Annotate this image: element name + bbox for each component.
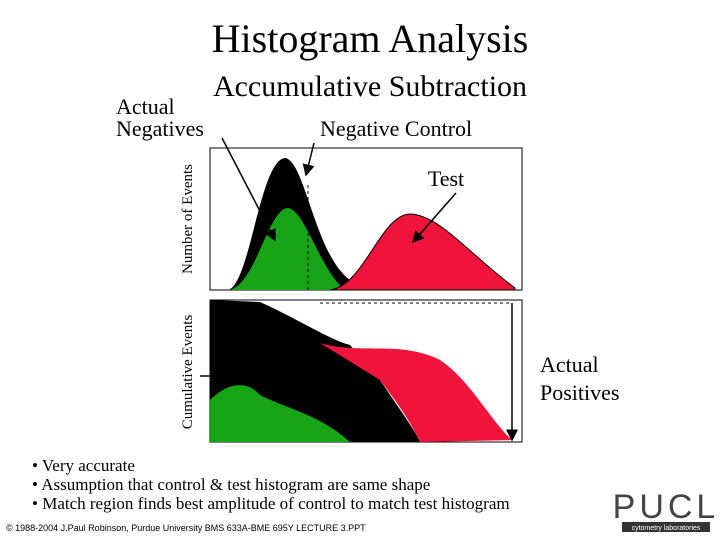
bullet-text: Very accurate — [42, 456, 135, 475]
label: Actual — [540, 352, 599, 377]
title: Histogram Analysis — [212, 16, 529, 61]
histogram-panel — [209, 147, 523, 291]
axis-label: Cumulative Events — [180, 315, 196, 430]
label: Positives — [540, 380, 619, 405]
bullet: • Assumption that control & test histogr… — [32, 475, 430, 494]
label: Negative Control — [320, 116, 472, 141]
cumulative-panel — [200, 299, 523, 443]
logo-name: PUCL — [613, 488, 720, 526]
axis-label: Number of Events — [180, 164, 196, 274]
bullet: • Very accurate — [32, 456, 135, 475]
bullet-text: Match region finds best amplitude of con… — [42, 494, 509, 513]
label: Test — [428, 166, 464, 191]
logo-caption: cytometry laboratories — [632, 525, 701, 532]
label: Actual — [116, 94, 175, 119]
bullet: • Match region finds best amplitude of c… — [32, 494, 510, 513]
footer: © 1988-2004 J.Paul Robinson, Purdue Univ… — [6, 523, 366, 533]
bullet-text: Assumption that control & test histogram… — [41, 475, 430, 494]
logo: PUCL cytometry laboratories — [613, 488, 720, 532]
subtitle: Accumulative Subtraction — [213, 70, 527, 103]
label: Negatives — [116, 116, 204, 141]
